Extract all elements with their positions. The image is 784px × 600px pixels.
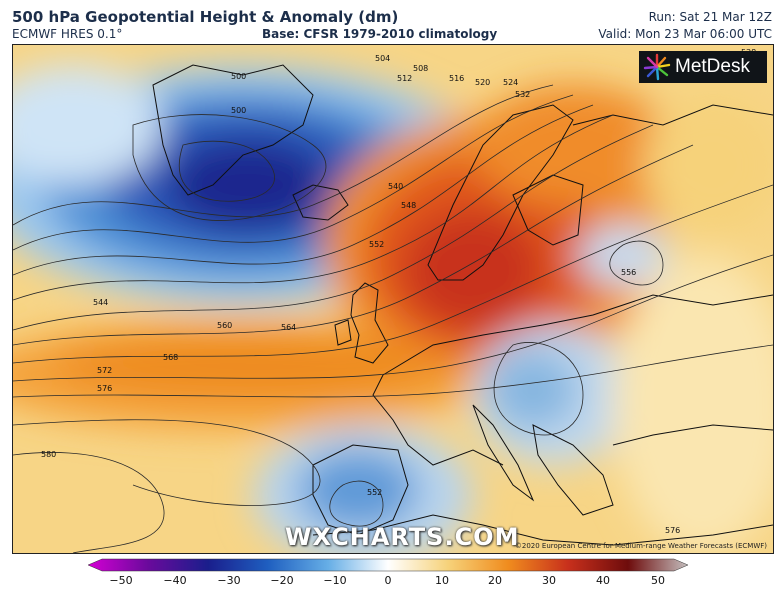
colorbar-tick: −20 <box>270 574 294 587</box>
run-label: Run: Sat 21 Mar 12Z <box>648 10 772 24</box>
britain-outline <box>350 282 389 364</box>
contour-label: 576 <box>665 526 680 535</box>
metdesk-logo: MetDesk <box>639 51 767 83</box>
contour-label: 552 <box>367 488 382 497</box>
anomaly-field <box>13 45 773 553</box>
wxcharts-watermark: WXCHARTS.COM <box>285 523 520 551</box>
iberia-outline <box>312 444 409 536</box>
color-scale-bar <box>88 558 688 572</box>
contour-labels: 500 500 504 508 512 516 520 524 528 532 … <box>41 48 756 535</box>
chart-title: 500 hPa Geopotential Height & Anomaly (d… <box>12 8 399 26</box>
contour-label: 548 <box>401 201 416 210</box>
contour-label: 524 <box>503 78 518 87</box>
contour-label: 544 <box>93 298 108 307</box>
color-scale-ticks: −50 −40 −30 −20 −10 0 10 20 30 40 50 <box>0 574 784 590</box>
contour-label: 568 <box>163 353 178 362</box>
colorbar-tick: −40 <box>163 574 187 587</box>
balkans-outline <box>532 424 614 516</box>
colorbar-tick: −50 <box>109 574 133 587</box>
contour-label: 500 <box>231 106 246 115</box>
greenland-outline <box>152 64 314 196</box>
base-label: Base: CFSR 1979-2010 climatology <box>262 27 498 41</box>
contour-label: 564 <box>281 323 296 332</box>
coastlines <box>152 64 773 546</box>
colorbar-tick: 40 <box>596 574 610 587</box>
model-label: ECMWF HRES 0.1° <box>12 27 123 41</box>
contour-label: 520 <box>475 78 490 87</box>
contour-label: 572 <box>97 366 112 375</box>
colorbar-tick: 0 <box>384 574 392 587</box>
colorbar-tick: 30 <box>542 574 556 587</box>
chart-header: 500 hPa Geopotential Height & Anomaly (d… <box>0 0 784 44</box>
metdesk-logo-text: MetDesk <box>675 56 750 77</box>
contour-label: 560 <box>217 321 232 330</box>
colorbar-tick: −30 <box>217 574 241 587</box>
contour-label: 540 <box>388 182 403 191</box>
contour-label: 512 <box>397 74 412 83</box>
height-contours <box>13 84 773 553</box>
metdesk-burst-icon <box>643 53 671 81</box>
contour-label: 500 <box>231 72 246 81</box>
contour-label: 556 <box>621 268 636 277</box>
ireland-outline <box>334 319 352 346</box>
colorbar-tick: −10 <box>323 574 347 587</box>
contour-label: 508 <box>413 64 428 73</box>
contour-label: 516 <box>449 74 464 83</box>
contour-label: 504 <box>375 54 390 63</box>
iceland-outline <box>292 184 349 221</box>
colorbar-tick: 10 <box>435 574 449 587</box>
scandinavia-outline <box>427 104 574 281</box>
contour-label: 576 <box>97 384 112 393</box>
contour-label: 532 <box>515 90 530 99</box>
map-panel: 500 500 504 508 512 516 520 524 528 532 … <box>12 44 774 554</box>
valid-label: Valid: Mon 23 Mar 06:00 UTC <box>598 27 772 41</box>
copyright-credit: ©2020 European Centre for Medium-range W… <box>514 542 767 550</box>
contour-label: 552 <box>369 240 384 249</box>
map-canvas: 500 500 504 508 512 516 520 524 528 532 … <box>13 45 773 553</box>
italy-outline <box>472 404 535 502</box>
contour-label: 580 <box>41 450 56 459</box>
colorbar-tick: 20 <box>488 574 502 587</box>
colorbar-tick: 50 <box>651 574 665 587</box>
color-scale-gradient <box>88 558 688 572</box>
